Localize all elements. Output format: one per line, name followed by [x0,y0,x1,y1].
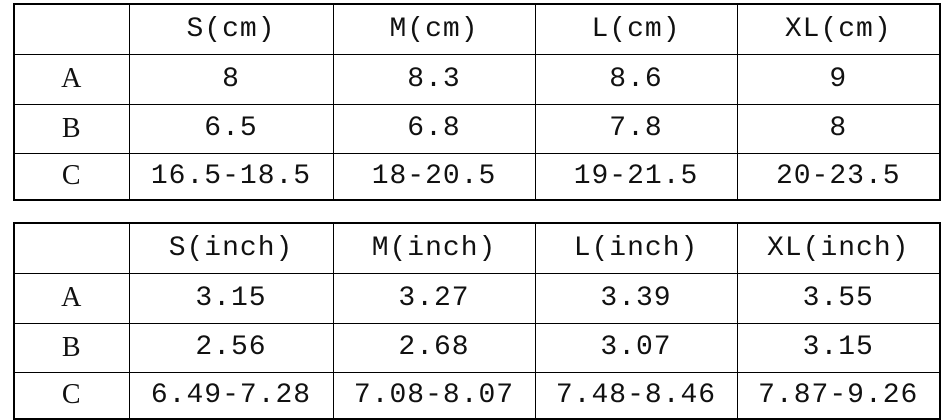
value-cell: 18-20.5 [332,152,536,201]
size-table-cm: S(cm) M(cm) L(cm) XL(cm) A 8 8.3 8.6 9 B 6.5 6.8 7.8… [13,3,941,201]
header-cell: L(inch) [534,222,738,274]
value-cell: 20-23.5 [736,152,941,201]
header-row: S(inch) M(inch) L(inch) XL(inch) [13,222,941,274]
value-cell: 6.8 [332,103,536,154]
value-cell: 16.5-18.5 [128,152,334,201]
corner-cell [13,222,130,274]
value-cell: 9 [736,53,941,105]
value-cell: 3.55 [736,272,941,324]
header-row: S(cm) M(cm) L(cm) XL(cm) [13,3,941,55]
row-label: A [13,272,130,324]
value-cell: 3.07 [534,322,738,373]
header-cell: XL(cm) [736,3,941,55]
corner-cell [13,3,130,55]
row-label: C [13,152,130,201]
value-cell: 7.87-9.26 [736,371,941,420]
row-label: C [13,371,130,420]
header-cell: M(inch) [332,222,536,274]
row-label: B [13,103,130,154]
value-cell: 6.49-7.28 [128,371,334,420]
value-cell: 19-21.5 [534,152,738,201]
data-row: A 3.15 3.27 3.39 3.55 [13,272,941,324]
value-cell: 3.15 [128,272,334,324]
value-cell: 7.8 [534,103,738,154]
data-row: B 6.5 6.8 7.8 8 [13,103,941,154]
value-cell: 3.15 [736,322,941,373]
header-cell: L(cm) [534,3,738,55]
data-row: C 6.49-7.28 7.08-8.07 7.48-8.46 7.87-9.26 [13,371,941,420]
data-row: A 8 8.3 8.6 9 [13,53,941,105]
header-cell: S(inch) [128,222,334,274]
size-table-inch: S(inch) M(inch) L(inch) XL(inch) A 3.15 3.27 3.… [13,222,941,420]
value-cell: 2.68 [332,322,536,373]
value-cell: 3.39 [534,272,738,324]
value-cell: 3.27 [332,272,536,324]
value-cell: 6.5 [128,103,334,154]
row-label: A [13,53,130,105]
header-cell: XL(inch) [736,222,941,274]
value-cell: 7.08-8.07 [332,371,536,420]
value-cell: 7.48-8.46 [534,371,738,420]
header-cell: S(cm) [128,3,334,55]
value-cell: 8 [736,103,941,154]
value-cell: 8.3 [332,53,536,105]
value-cell: 8 [128,53,334,105]
header-cell: M(cm) [332,3,536,55]
row-label: B [13,322,130,373]
value-cell: 2.56 [128,322,334,373]
data-row: C 16.5-18.5 18-20.5 19-21.5 20-23.5 [13,152,941,201]
data-row: B 2.56 2.68 3.07 3.15 [13,322,941,373]
value-cell: 8.6 [534,53,738,105]
